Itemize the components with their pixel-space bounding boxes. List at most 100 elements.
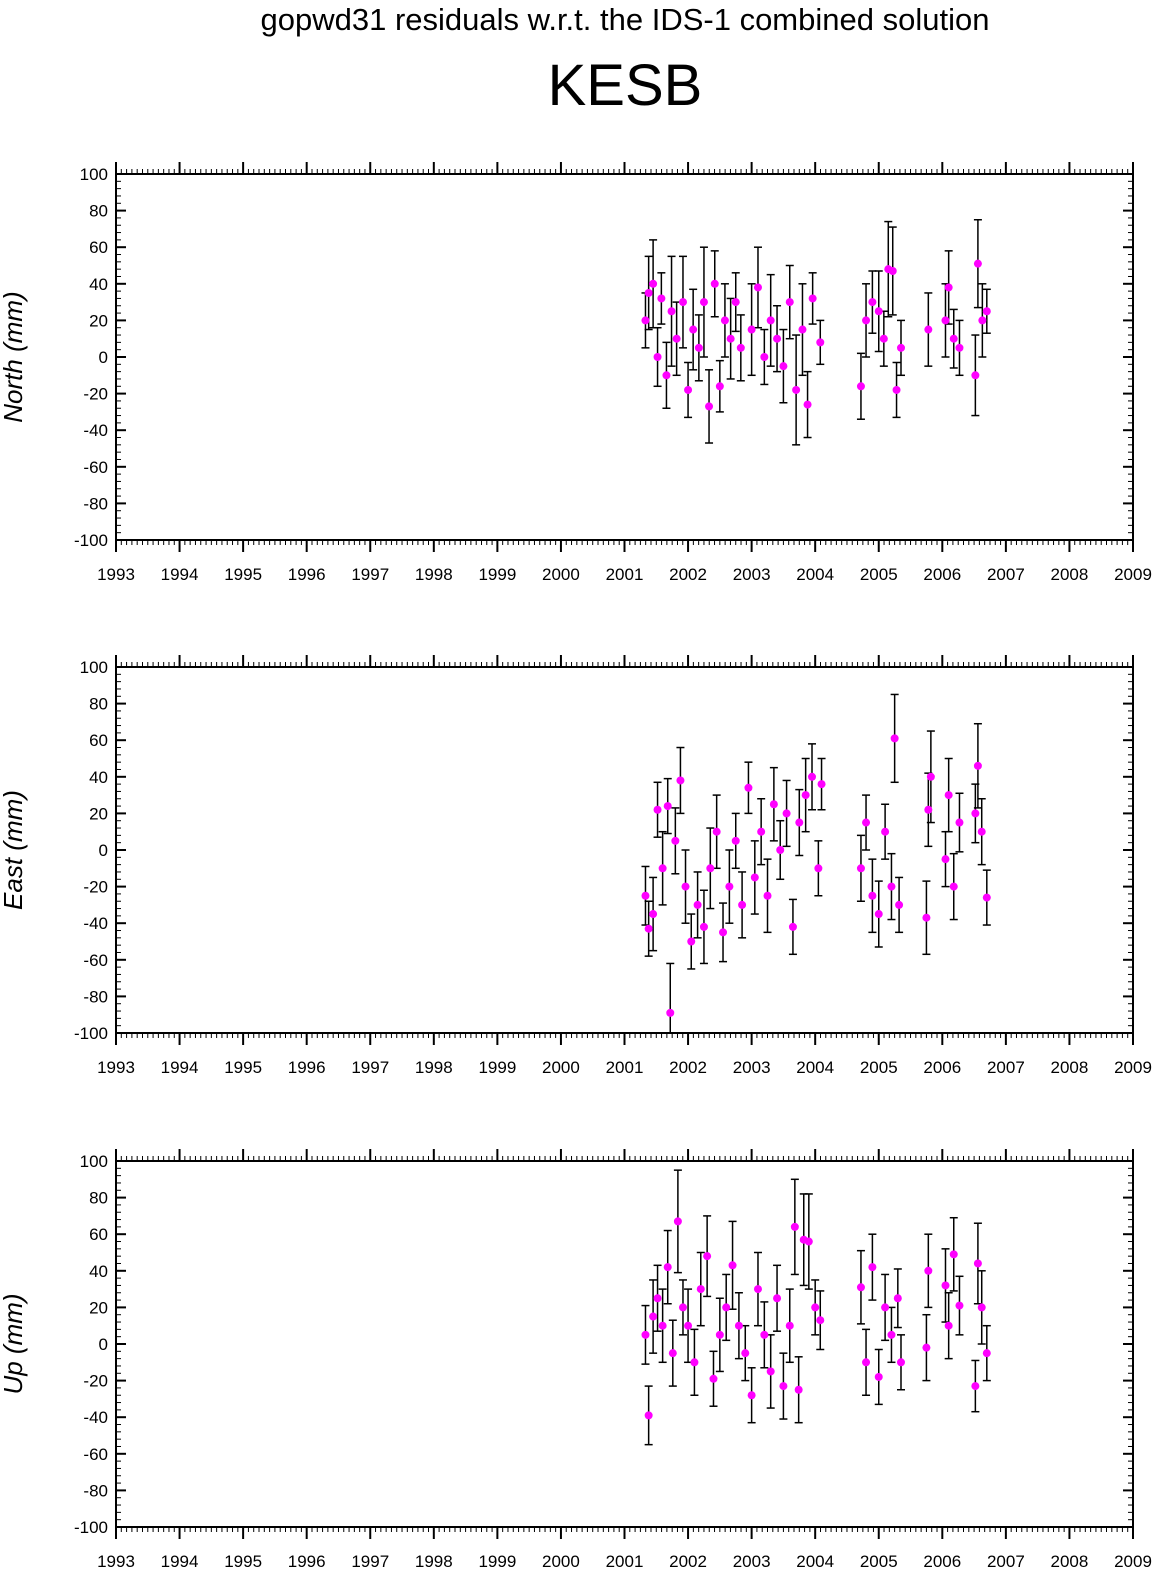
data-point — [658, 864, 667, 873]
x-tick-label: 1993 — [97, 565, 135, 584]
data-point — [766, 316, 775, 325]
data-point — [641, 316, 650, 325]
data-point — [814, 864, 823, 873]
data-point — [769, 800, 778, 809]
data-point — [779, 1382, 788, 1391]
x-tick-label: 2008 — [1051, 1552, 1089, 1571]
data-point — [795, 818, 804, 827]
y-tick-label: 60 — [89, 731, 108, 750]
x-tick-label: 1999 — [478, 1058, 516, 1077]
data-point — [720, 316, 729, 325]
x-tick-label: 2007 — [987, 565, 1025, 584]
x-tick-label: 2006 — [923, 1058, 961, 1077]
x-tick-label: 1997 — [351, 565, 389, 584]
data-point — [666, 1008, 675, 1017]
data-point — [862, 316, 871, 325]
data-point — [955, 1301, 964, 1310]
data-point — [763, 891, 772, 900]
y-tick-label: 60 — [89, 1225, 108, 1244]
x-tick-label: 1994 — [161, 1058, 199, 1077]
data-point — [741, 1349, 750, 1358]
data-point — [753, 283, 762, 292]
y-tick-label: -100 — [74, 531, 108, 550]
data-point — [794, 1385, 803, 1394]
data-point — [949, 334, 958, 343]
data-layer — [641, 693, 991, 1033]
x-tick-label: 1994 — [161, 1552, 199, 1571]
x-tick-label: 1996 — [288, 1058, 326, 1077]
data-point — [879, 334, 888, 343]
data-point — [941, 855, 950, 864]
y-tick-label: -100 — [74, 1024, 108, 1043]
y-tick-label: -60 — [83, 1445, 108, 1464]
station-title: KESB — [547, 53, 703, 118]
x-tick-label: 2000 — [542, 1552, 580, 1571]
data-point — [738, 900, 747, 909]
data-point — [681, 882, 690, 891]
data-point — [973, 259, 982, 268]
y-tick-label: -20 — [83, 878, 108, 897]
data-point — [896, 343, 905, 352]
data-point — [892, 385, 901, 394]
data-point — [856, 864, 865, 873]
data-point — [982, 1349, 991, 1358]
data-point — [649, 279, 658, 288]
data-point — [881, 827, 890, 836]
x-tick-label: 2009 — [1114, 565, 1152, 584]
data-point — [678, 298, 687, 307]
data-point — [896, 1358, 905, 1367]
data-point — [676, 776, 685, 785]
y-axis-label: East (mm) — [0, 790, 28, 910]
x-tick-label: 2002 — [669, 1058, 707, 1077]
x-tick-label: 2000 — [542, 1058, 580, 1077]
x-tick-label: 2008 — [1051, 1058, 1089, 1077]
data-point — [955, 818, 964, 827]
y-tick-label: -20 — [83, 1372, 108, 1391]
data-point — [715, 382, 724, 391]
data-point — [977, 827, 986, 836]
data-point — [874, 307, 883, 316]
x-tick-label: 2007 — [987, 1552, 1025, 1571]
data-point — [779, 362, 788, 371]
x-tick-label: 1993 — [97, 1552, 135, 1571]
data-point — [709, 1374, 718, 1383]
x-tick-label: 2003 — [733, 1058, 771, 1077]
data-point — [856, 382, 865, 391]
data-point — [728, 1261, 737, 1270]
x-tick-label: 2002 — [669, 565, 707, 584]
data-point — [776, 846, 785, 854]
y-axis-label: North (mm) — [0, 291, 28, 422]
data-point — [895, 900, 904, 909]
y-tick-label: 20 — [89, 1298, 108, 1317]
data-point — [696, 1285, 705, 1294]
x-tick-label: 2002 — [669, 1552, 707, 1571]
data-point — [657, 294, 666, 303]
x-tick-label: 2008 — [1051, 565, 1089, 584]
x-tick-label: 1996 — [288, 1552, 326, 1571]
data-point — [644, 924, 653, 933]
y-tick-label: 80 — [89, 202, 108, 221]
data-point — [978, 316, 987, 325]
x-tick-label: 1998 — [415, 1058, 453, 1077]
x-tick-label: 2004 — [796, 1552, 834, 1571]
data-point — [706, 864, 715, 873]
data-point — [703, 1252, 712, 1261]
data-point — [766, 1367, 775, 1376]
data-point — [734, 1321, 743, 1330]
data-point — [773, 334, 782, 343]
data-point — [977, 1303, 986, 1312]
data-point — [868, 891, 877, 900]
x-tick-label: 1997 — [351, 1552, 389, 1571]
data-point — [662, 371, 671, 380]
data-point — [747, 325, 756, 334]
data-point — [744, 783, 753, 792]
data-point — [694, 343, 703, 352]
data-point — [792, 385, 801, 394]
data-point — [653, 1294, 662, 1303]
data-point — [726, 334, 735, 343]
data-point — [719, 928, 728, 937]
x-tick-label: 2005 — [860, 1552, 898, 1571]
x-tick-label: 1995 — [224, 565, 262, 584]
y-tick-label: 40 — [89, 768, 108, 787]
